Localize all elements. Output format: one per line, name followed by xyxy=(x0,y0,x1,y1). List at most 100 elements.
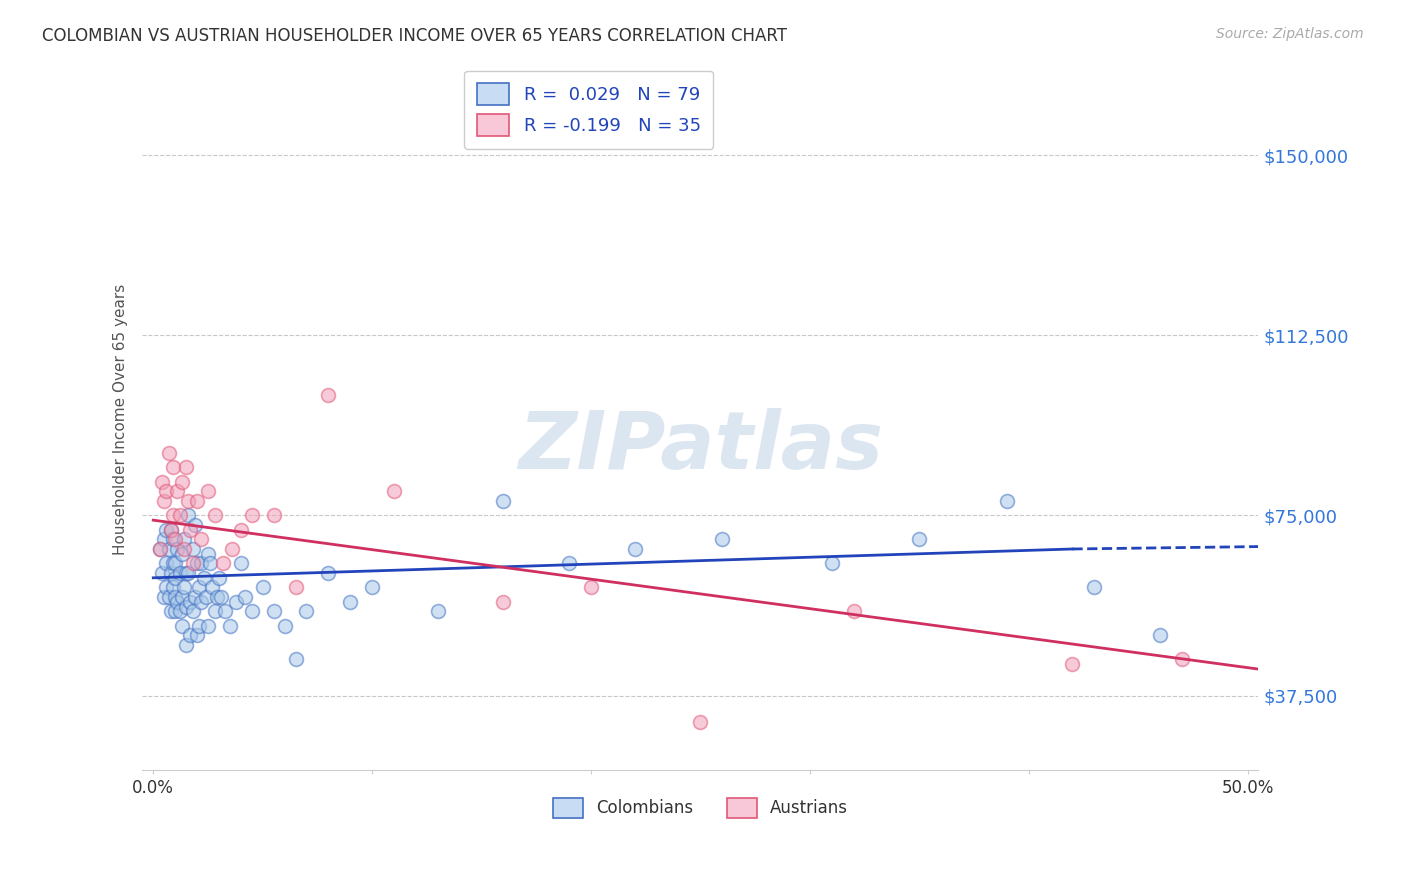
Point xyxy=(179,628,201,642)
Text: COLOMBIAN VS AUSTRIAN HOUSEHOLDER INCOME OVER 65 YEARS CORRELATION CHART: COLOMBIAN VS AUSTRIAN HOUSEHOLDER INCOME… xyxy=(42,27,787,45)
Point xyxy=(711,533,734,547)
Point xyxy=(995,494,1018,508)
Point xyxy=(159,604,181,618)
Point xyxy=(193,571,215,585)
Point xyxy=(173,533,195,547)
Point xyxy=(240,604,263,618)
Point xyxy=(181,604,204,618)
Point xyxy=(229,557,252,571)
Point xyxy=(186,628,208,642)
Point xyxy=(155,557,177,571)
Point xyxy=(229,523,252,537)
Point xyxy=(165,604,187,618)
Point xyxy=(205,590,228,604)
Point xyxy=(190,533,212,547)
Point xyxy=(153,533,176,547)
Point xyxy=(149,541,172,556)
Point xyxy=(295,604,318,618)
Point xyxy=(165,533,187,547)
Point xyxy=(157,446,180,460)
Point xyxy=(212,557,235,571)
Point xyxy=(184,590,207,604)
Point xyxy=(186,557,208,571)
Point xyxy=(209,590,232,604)
Point xyxy=(165,557,187,571)
Point xyxy=(179,595,201,609)
Point xyxy=(194,590,217,604)
Point xyxy=(174,460,197,475)
Point xyxy=(186,494,208,508)
Text: Source: ZipAtlas.com: Source: ZipAtlas.com xyxy=(1216,27,1364,41)
Point xyxy=(284,652,307,666)
Point xyxy=(240,508,263,523)
Point xyxy=(204,508,226,523)
Point xyxy=(252,581,274,595)
Point xyxy=(382,484,405,499)
Point xyxy=(204,604,226,618)
Point xyxy=(165,590,187,604)
Point xyxy=(492,494,515,508)
Point xyxy=(173,541,195,556)
Point xyxy=(339,595,361,609)
Point xyxy=(233,590,256,604)
Point xyxy=(190,595,212,609)
Point xyxy=(842,604,865,618)
Point xyxy=(159,523,181,537)
Point xyxy=(169,604,191,618)
Point xyxy=(153,494,176,508)
Point xyxy=(689,714,711,729)
Point xyxy=(166,595,188,609)
Point xyxy=(162,533,184,547)
Point xyxy=(177,566,200,580)
Point xyxy=(162,460,184,475)
Point xyxy=(169,566,191,580)
Point xyxy=(149,541,172,556)
Point xyxy=(190,557,212,571)
Point xyxy=(225,595,247,609)
Point xyxy=(181,557,204,571)
Point xyxy=(166,484,188,499)
Point xyxy=(174,566,197,580)
Point xyxy=(214,604,236,618)
Point xyxy=(318,566,340,580)
Point xyxy=(166,541,188,556)
Point xyxy=(197,484,219,499)
Point xyxy=(201,581,224,595)
Point xyxy=(179,523,201,537)
Point xyxy=(159,566,181,580)
Point xyxy=(169,508,191,523)
Point xyxy=(150,566,173,580)
Point xyxy=(159,523,181,537)
Point xyxy=(170,590,193,604)
Legend: Colombians, Austrians: Colombians, Austrians xyxy=(546,791,855,825)
Point xyxy=(492,595,515,609)
Point xyxy=(177,494,200,508)
Point xyxy=(426,604,449,618)
Point xyxy=(170,619,193,633)
Point xyxy=(162,508,184,523)
Point xyxy=(1149,628,1171,642)
Point xyxy=(361,581,384,595)
Point xyxy=(579,581,602,595)
Point xyxy=(1171,652,1194,666)
Point xyxy=(1083,581,1105,595)
Point xyxy=(170,547,193,561)
Point xyxy=(181,541,204,556)
Point xyxy=(908,533,931,547)
Point xyxy=(162,581,184,595)
Point xyxy=(153,590,176,604)
Y-axis label: Householder Income Over 65 years: Householder Income Over 65 years xyxy=(114,284,128,555)
Point xyxy=(150,475,173,489)
Text: ZIPatlas: ZIPatlas xyxy=(517,409,883,486)
Point xyxy=(198,557,221,571)
Point xyxy=(318,388,340,402)
Point xyxy=(284,581,307,595)
Point xyxy=(184,518,207,533)
Point xyxy=(173,581,195,595)
Point xyxy=(170,475,193,489)
Point xyxy=(162,557,184,571)
Point xyxy=(157,541,180,556)
Point xyxy=(155,581,177,595)
Point xyxy=(155,523,177,537)
Point xyxy=(221,541,243,556)
